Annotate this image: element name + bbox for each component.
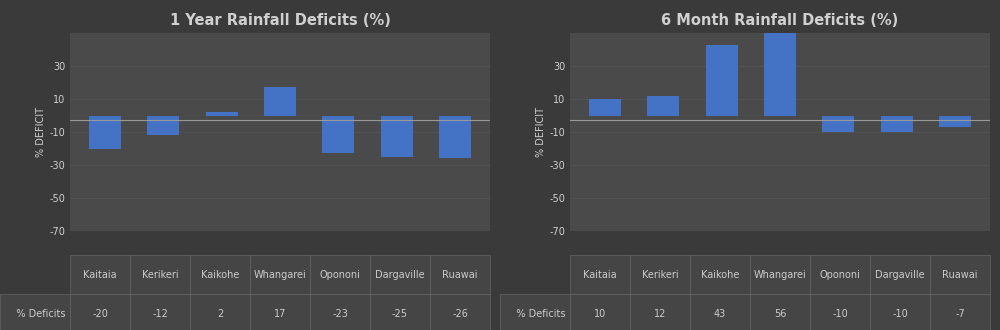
Bar bbox=[439, 115, 471, 158]
Bar bbox=[647, 96, 679, 115]
Bar bbox=[381, 115, 413, 157]
Bar bbox=[322, 115, 354, 153]
Bar bbox=[589, 99, 621, 116]
Y-axis label: % DEFICIT: % DEFICIT bbox=[36, 107, 46, 157]
Bar bbox=[706, 45, 738, 116]
Bar bbox=[264, 87, 296, 116]
Y-axis label: % DEFICIT: % DEFICIT bbox=[536, 107, 546, 157]
Bar bbox=[89, 115, 121, 148]
Title: 1 Year Rainfall Deficits (%): 1 Year Rainfall Deficits (%) bbox=[170, 13, 390, 28]
Title: 6 Month Rainfall Deficits (%): 6 Month Rainfall Deficits (%) bbox=[661, 13, 899, 28]
Bar bbox=[881, 115, 913, 132]
Bar bbox=[206, 112, 238, 115]
Bar bbox=[764, 23, 796, 116]
Bar bbox=[822, 115, 854, 132]
Bar bbox=[939, 115, 971, 127]
Bar bbox=[147, 115, 179, 135]
